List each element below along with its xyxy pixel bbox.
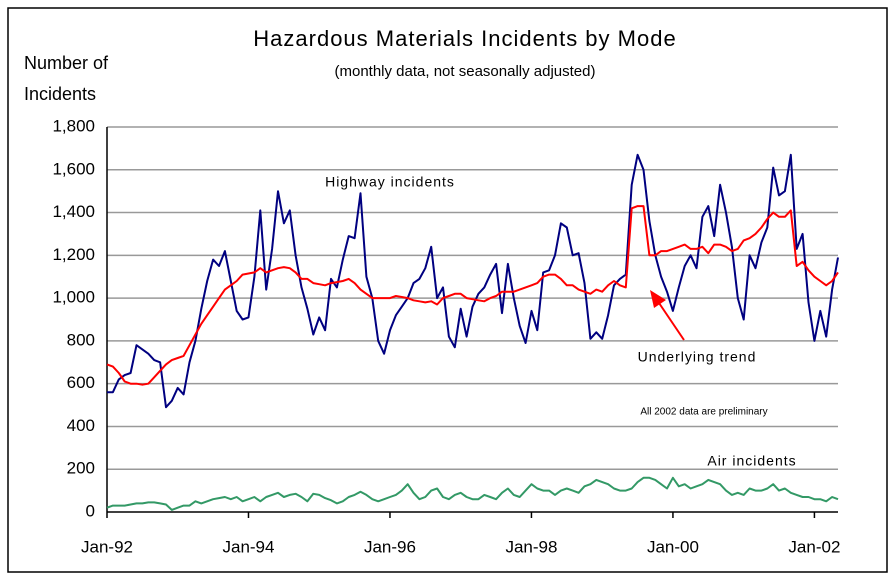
annotation-arrow [656,299,685,341]
y-tick-label: 400 [67,416,95,435]
series-line [106,205,839,386]
series-label: Underlying trend [638,349,757,365]
y-tick-label: 1,000 [52,288,95,307]
y-tick-label: 1,800 [52,116,95,135]
chart-subtitle: (monthly data, not seasonally adjusted) [335,63,596,80]
y-axis-label: Incidents [24,84,96,104]
y-tick-label: 200 [67,459,95,478]
y-tick-label: 600 [67,373,95,392]
series-line [107,153,839,409]
y-tick-label: 1,600 [52,159,95,178]
y-tick-label: 1,400 [52,202,95,221]
x-tick-label: Jan-98 [505,537,557,556]
x-tick-label: Jan-94 [222,537,274,556]
x-tick-label: Jan-02 [788,537,840,556]
y-tick-label: 800 [67,330,95,349]
series-label: Air incidents [707,453,796,469]
series-line [106,476,839,511]
x-tick-label: Jan-92 [81,537,133,556]
y-tick-label: 0 [86,501,95,520]
x-tick-label: Jan-00 [647,537,699,556]
y-axis-label: Number of [24,53,109,73]
frame [7,7,888,573]
y-tick-label: 1,200 [52,245,95,264]
series-label: Highway incidents [325,174,455,190]
x-tick-label: Jan-96 [364,537,416,556]
annotation: All 2002 data are preliminary [640,407,767,418]
annotation-arrowhead [650,290,666,308]
chart-title: Hazardous Materials Incidents by Mode [253,26,676,51]
